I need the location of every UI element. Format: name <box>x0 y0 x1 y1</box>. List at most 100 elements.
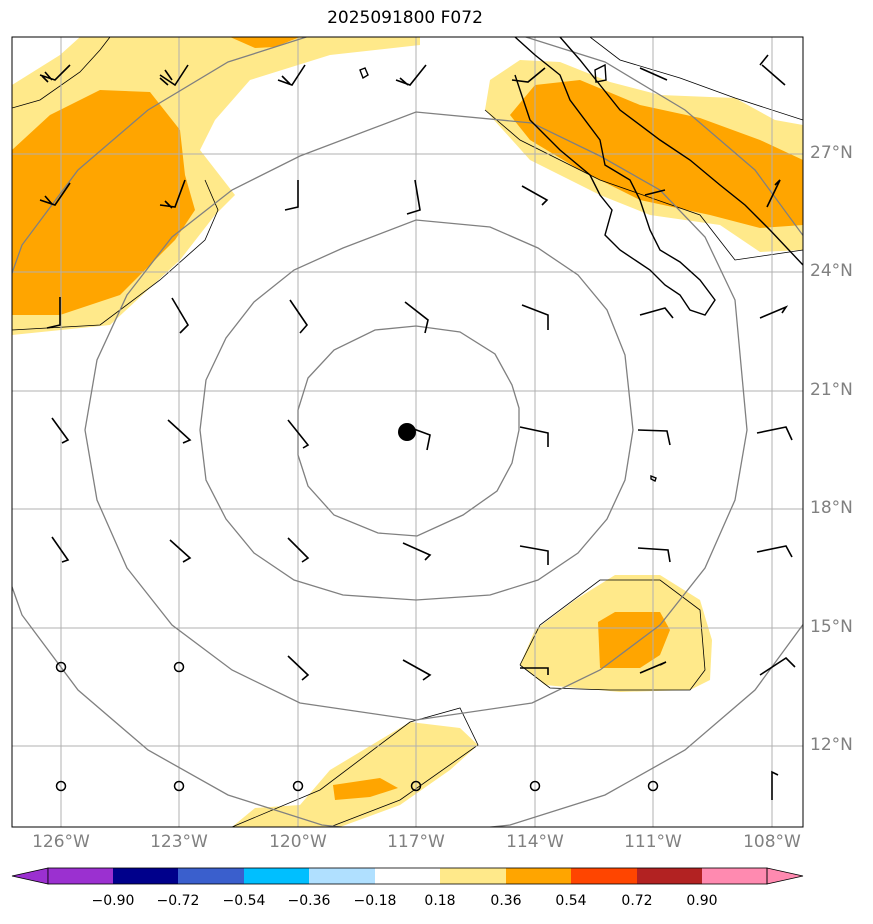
map-frame <box>11 36 804 828</box>
wind-barb <box>756 426 793 441</box>
wind-barb <box>169 539 192 563</box>
colorbar-bin <box>48 868 113 884</box>
lat-label: 12°N <box>810 735 853 755</box>
lon-label: 111°W <box>624 832 682 852</box>
colorbar-tick-label: −0.72 <box>156 893 200 909</box>
wind-barb <box>759 656 796 676</box>
wind-barb <box>644 189 666 196</box>
colorbar-tick-label: −0.18 <box>353 893 397 909</box>
contour-northwest <box>12 37 219 331</box>
lon-label: 117°W <box>387 832 445 852</box>
colorbar-bin <box>113 868 178 884</box>
colorbar <box>11 867 804 885</box>
wind-barb <box>287 419 310 449</box>
wind-barb <box>639 661 667 674</box>
wind-barb <box>402 659 432 681</box>
calm-marker <box>55 661 67 673</box>
calm-marker <box>292 780 304 792</box>
wind-barb <box>39 64 71 83</box>
lat-label: 15°N <box>810 617 853 637</box>
colorbar-bin <box>244 868 309 884</box>
mainland-coastline <box>559 37 803 266</box>
colorbar-bin <box>702 868 767 884</box>
colorbar-tick-label: 0.18 <box>424 893 456 909</box>
colorbar-extend-high <box>766 867 804 885</box>
colorbar-tick-label: −0.36 <box>287 893 331 909</box>
wind-barb <box>637 547 671 563</box>
wind-barb <box>519 426 549 447</box>
baja-coastline <box>514 37 716 316</box>
calm-marker <box>173 661 185 673</box>
wind-barb <box>287 655 310 681</box>
lon-label: 114°W <box>506 832 564 852</box>
wind-barb <box>520 667 549 675</box>
range-ring-4 <box>12 37 803 827</box>
wind-barb <box>637 429 671 446</box>
lat-label: 18°N <box>810 498 853 518</box>
wind-barb <box>521 185 549 206</box>
wind-barb <box>521 304 549 330</box>
wind-barb <box>406 179 421 215</box>
wind-barb <box>284 180 299 211</box>
contour-northeast <box>484 37 803 261</box>
lon-label: 126°W <box>32 832 90 852</box>
wind-barb <box>771 770 779 800</box>
lat-label: 21°N <box>810 380 853 400</box>
wind-barb <box>766 179 781 208</box>
contour-southeast <box>519 579 706 691</box>
contour-south <box>231 707 479 827</box>
range-ring-1 <box>297 325 520 537</box>
wind-barb <box>402 542 432 561</box>
wind-barb <box>759 305 789 319</box>
wind-barbs <box>39 54 796 800</box>
wind-barb <box>159 179 186 209</box>
lon-label: 120°W <box>269 832 327 852</box>
colorbar-bin <box>309 868 375 884</box>
gridlines <box>12 37 803 827</box>
colorbar-tick-label: −0.54 <box>222 893 266 909</box>
wind-barb <box>756 545 793 558</box>
wind-barb <box>639 307 674 319</box>
shade-dark-northwest <box>12 90 195 315</box>
colorbar-tick-label: 0.36 <box>490 893 522 909</box>
wind-barb <box>639 67 668 81</box>
shade-dark-south <box>333 778 398 800</box>
colorbar-bin <box>637 868 702 884</box>
colorbar-bin <box>178 868 244 884</box>
wind-barb <box>759 54 786 86</box>
lat-label: 24°N <box>810 261 853 281</box>
colorbar-frame <box>47 867 768 885</box>
wind-barb <box>46 297 61 329</box>
calm-wind-markers <box>55 661 659 792</box>
wind-barb <box>287 537 310 563</box>
colorbar-bin <box>506 868 571 884</box>
colorbar-bin <box>571 868 637 884</box>
colorbar-bin <box>440 868 506 884</box>
contour-lines <box>12 37 803 827</box>
coastlines <box>359 37 803 482</box>
island-1 <box>359 67 369 80</box>
map-title: 2025091800 F072 <box>327 8 483 28</box>
shade-dark-southeast <box>598 612 670 668</box>
wind-barb <box>395 64 427 86</box>
wind-barb <box>511 67 546 83</box>
wind-barb <box>289 299 309 334</box>
wind-barb <box>519 545 549 565</box>
wind-barb <box>159 64 189 87</box>
island-2 <box>594 63 607 83</box>
range-rings <box>12 37 803 827</box>
colorbar-bin <box>375 868 440 884</box>
lon-label: 108°W <box>743 832 801 852</box>
calm-marker <box>529 780 541 792</box>
wind-barb <box>171 297 190 334</box>
colorbar-extend-low <box>11 867 49 885</box>
wind-barb <box>51 417 70 444</box>
calm-marker <box>55 780 67 792</box>
island-3 <box>650 474 657 482</box>
calm-marker <box>173 780 185 792</box>
storm-center-dot <box>398 423 416 441</box>
colorbar-tick-label: 0.54 <box>555 893 587 909</box>
calm-marker <box>647 780 659 792</box>
range-ring-2 <box>199 219 634 601</box>
